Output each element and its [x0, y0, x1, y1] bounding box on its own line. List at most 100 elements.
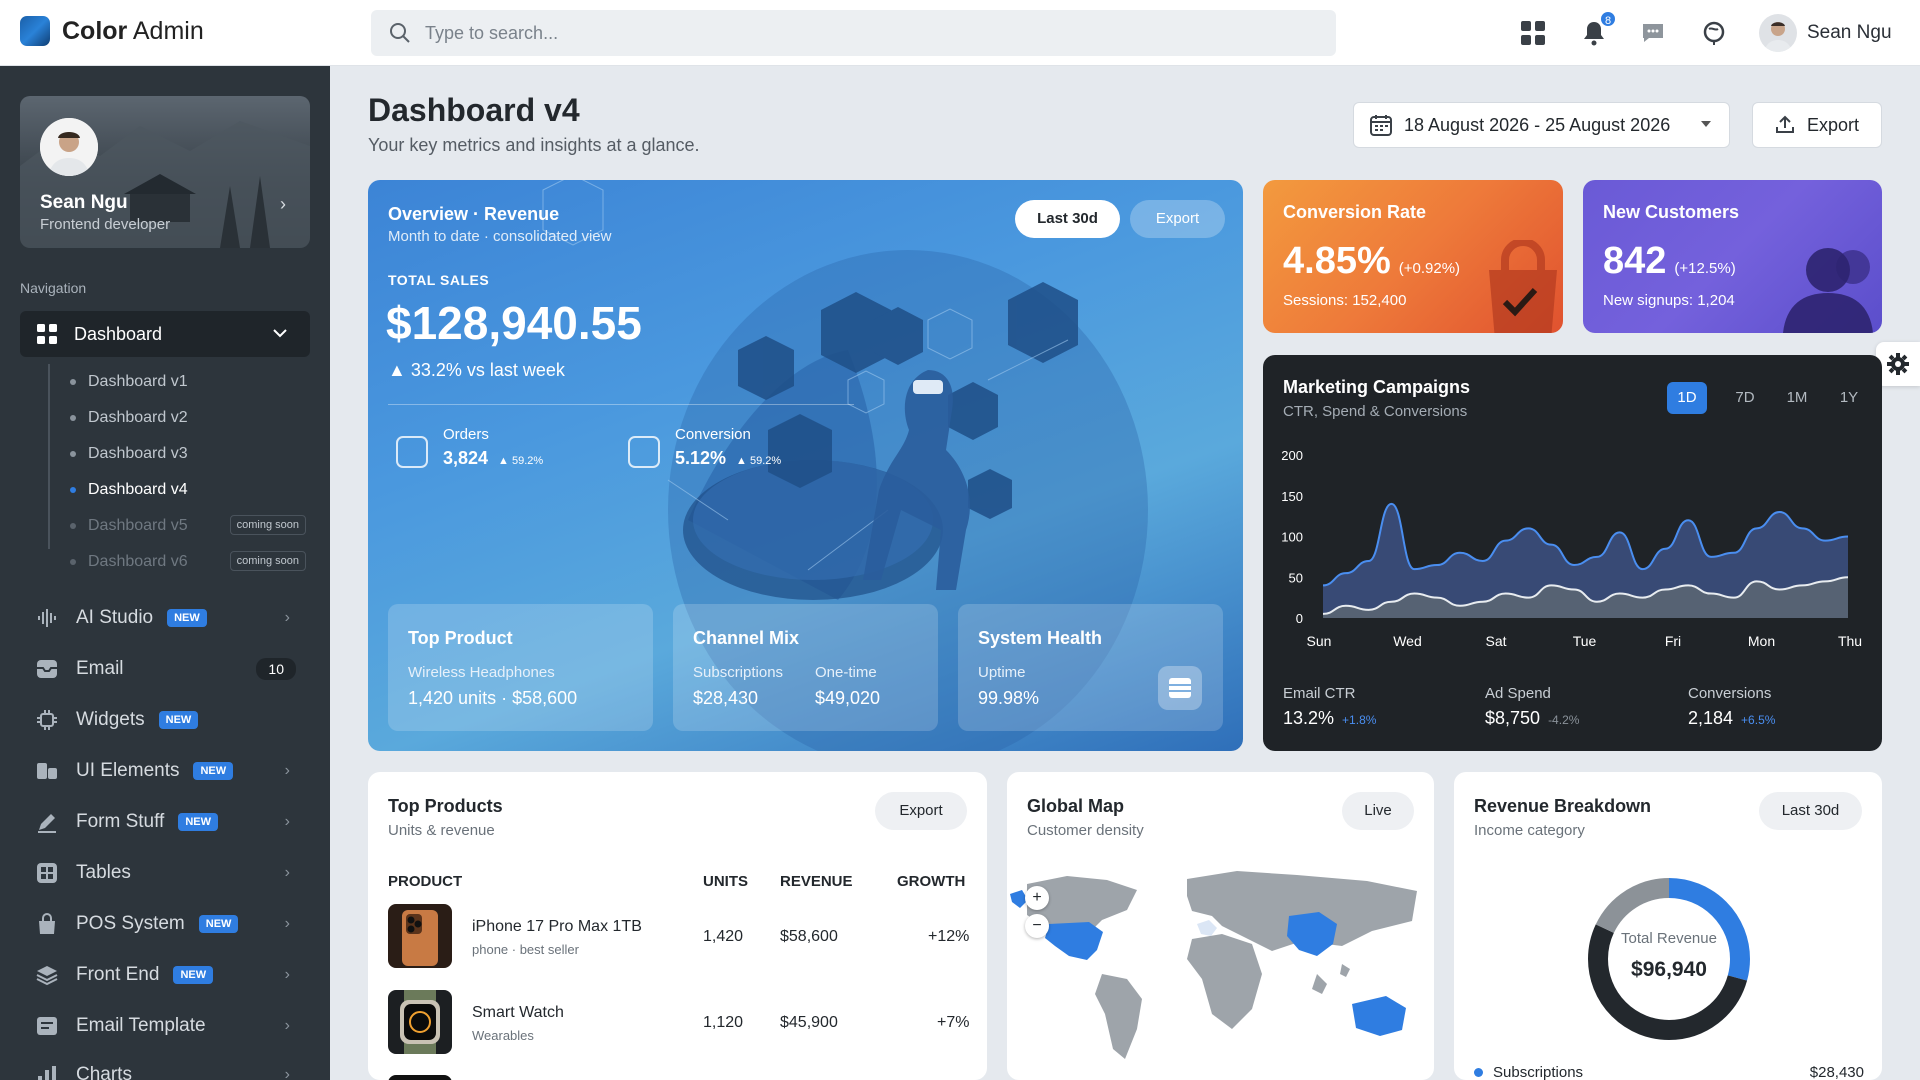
- calendar-icon: [1370, 115, 1392, 136]
- top-products-export-button[interactable]: Export: [875, 792, 967, 830]
- sidebar-item-email-template[interactable]: Email Template ›: [36, 1006, 310, 1046]
- chevron-right-icon: ›: [284, 762, 290, 779]
- sidebar-item-ai-studio[interactable]: AI Studio NEW ›: [36, 598, 310, 638]
- bullet-icon: [70, 523, 76, 529]
- logo-mark-icon: [20, 16, 50, 46]
- conversion-sessions: Sessions: 152,400: [1283, 292, 1407, 309]
- legend-item: Subscriptions $28,430: [1474, 1064, 1864, 1080]
- zoom-out-button[interactable]: −: [1025, 914, 1049, 938]
- date-range-picker[interactable]: 18 August 2026 - 25 August 2026: [1353, 102, 1730, 148]
- submenu-item-dashboard-v1[interactable]: Dashboard v1: [48, 364, 310, 400]
- new-badge: NEW: [167, 609, 207, 627]
- chat-icon[interactable]: [1640, 20, 1666, 46]
- globe-icon[interactable]: [1701, 20, 1727, 46]
- table-row[interactable]: iPhone 17 Pro Max 1TB phone · best selle…: [388, 904, 969, 972]
- page-title: Dashboard v4: [368, 92, 580, 128]
- app-logo[interactable]: Color Admin: [20, 16, 204, 46]
- overview-revenue-card: Overview · Revenue Month to date · conso…: [368, 180, 1243, 751]
- iphone-product-image: [388, 904, 452, 968]
- submenu-item-dashboard-v4[interactable]: Dashboard v4: [48, 472, 310, 508]
- donut-segment-gray: [1588, 878, 1750, 1040]
- pen-icon: [36, 811, 58, 833]
- user-menu[interactable]: Sean Ngu: [1759, 14, 1892, 52]
- x-tick-label: Thu: [1838, 633, 1862, 649]
- caret-down-icon: [1701, 121, 1711, 127]
- sidebar-item-form-stuff[interactable]: Form Stuff NEW ›: [36, 802, 310, 842]
- conversion-rate-card: Conversion Rate 4.85% (+0.92%) Sessions: …: [1263, 180, 1563, 333]
- top-products-title: Top Products: [388, 796, 503, 816]
- sidebar-item-dashboard[interactable]: Dashboard: [20, 311, 310, 357]
- search-bar[interactable]: [371, 10, 1336, 56]
- divider: [388, 404, 854, 405]
- zoom-in-button[interactable]: +: [1025, 886, 1049, 910]
- donut-center-value: $96,940: [1631, 958, 1707, 981]
- sidebar-item-front-end[interactable]: Front End NEW ›: [36, 955, 310, 995]
- server-status-icon: [1158, 666, 1202, 710]
- upload-icon: [1775, 115, 1794, 133]
- sidebar-item-charts[interactable]: Charts ›: [36, 1055, 310, 1080]
- new-badge: NEW: [178, 813, 219, 831]
- search-input[interactable]: [425, 22, 1305, 44]
- chevron-right-icon: ›: [284, 813, 290, 830]
- email-ctr-stat: Email CTR 13.2% +1.8%: [1283, 685, 1377, 728]
- chevron-right-icon: ›: [284, 966, 290, 983]
- period-button[interactable]: Last 30d: [1015, 200, 1120, 238]
- legend-dot: [1474, 1068, 1483, 1077]
- avatar: [1759, 14, 1797, 52]
- sidebar-item-label: Dashboard: [74, 323, 163, 344]
- series-line: [1322, 502, 1849, 587]
- isometric-illustration: [542, 180, 1148, 751]
- tab-1d[interactable]: 1D: [1667, 382, 1707, 414]
- bag-icon: [36, 913, 58, 935]
- chevron-down-icon: [273, 329, 287, 338]
- shopping-bag-icon: [1489, 240, 1557, 333]
- tab-7d[interactable]: 7D: [1735, 389, 1755, 406]
- apps-grid-icon[interactable]: [1520, 20, 1546, 46]
- chevron-right-icon: ›: [284, 609, 290, 626]
- new-customers-value: 842 (+12.5%): [1603, 240, 1736, 282]
- submenu-line: [48, 364, 50, 549]
- overview-subtitle: Month to date · consolidated view: [388, 228, 612, 245]
- overview-export-button[interactable]: Export: [1130, 200, 1225, 238]
- sidebar-item-email[interactable]: Email 10: [36, 649, 310, 689]
- x-tick-label: Fri: [1665, 633, 1681, 649]
- profile-card[interactable]: Sean Ngu Frontend developer ›: [20, 96, 310, 248]
- profile-role: Frontend developer: [40, 216, 171, 233]
- tab-1y[interactable]: 1Y: [1839, 389, 1859, 406]
- chevron-right-icon: ›: [284, 915, 290, 932]
- table-icon: [36, 862, 58, 884]
- revenue-breakdown-title: Revenue Breakdown: [1474, 796, 1652, 816]
- notification-bell-icon[interactable]: 8: [1581, 10, 1617, 46]
- bullet-icon: [70, 487, 76, 493]
- world-map[interactable]: [1007, 864, 1434, 1080]
- profile-name: Sean Ngu: [40, 192, 128, 213]
- tab-1m[interactable]: 1M: [1786, 389, 1808, 406]
- y-tick-label: 200: [1281, 448, 1303, 463]
- top-products-subtitle: Units & revenue: [388, 822, 495, 839]
- page-subtitle: Your key metrics and insights at a glanc…: [368, 135, 700, 155]
- sidebar-item-tables[interactable]: Tables ›: [36, 853, 310, 893]
- new-badge: NEW: [193, 762, 234, 780]
- chevron-right-icon: ›: [284, 1017, 290, 1034]
- settings-gear-icon[interactable]: [1876, 342, 1920, 386]
- sidebar-item-pos-system[interactable]: POS System NEW ›: [36, 904, 310, 944]
- x-tick-label: Sun: [1307, 633, 1332, 649]
- bars-icon: [628, 436, 660, 468]
- sidebar-item-ui-elements[interactable]: UI Elements NEW ›: [36, 751, 310, 791]
- bullet-icon: [70, 379, 76, 385]
- new-signups: New signups: 1,204: [1603, 292, 1735, 309]
- donut-center-label: Total Revenue: [1621, 930, 1717, 947]
- bullet-icon: [70, 451, 76, 457]
- live-button[interactable]: Live: [1342, 792, 1414, 830]
- top-products-card: Top Products Units & revenue Export PROD…: [368, 772, 987, 1080]
- sidebar-item-widgets[interactable]: Widgets NEW: [36, 700, 310, 740]
- submenu-item-dashboard-v3[interactable]: Dashboard v3: [48, 436, 310, 472]
- inbox-icon: [36, 658, 58, 680]
- period-selector[interactable]: Last 30d: [1759, 792, 1862, 830]
- export-button[interactable]: Export: [1752, 102, 1882, 148]
- overview-title: Overview · Revenue: [388, 204, 560, 224]
- table-row[interactable]: Smart Watch Wearables 1,120 $45,900 +7%: [388, 990, 969, 1058]
- conversion-rate-value: 4.85% (+0.92%): [1283, 240, 1461, 282]
- submenu-item-dashboard-v2[interactable]: Dashboard v2: [48, 400, 310, 436]
- new-customers-card: New Customers 842 (+12.5%) New signups: 1…: [1583, 180, 1882, 333]
